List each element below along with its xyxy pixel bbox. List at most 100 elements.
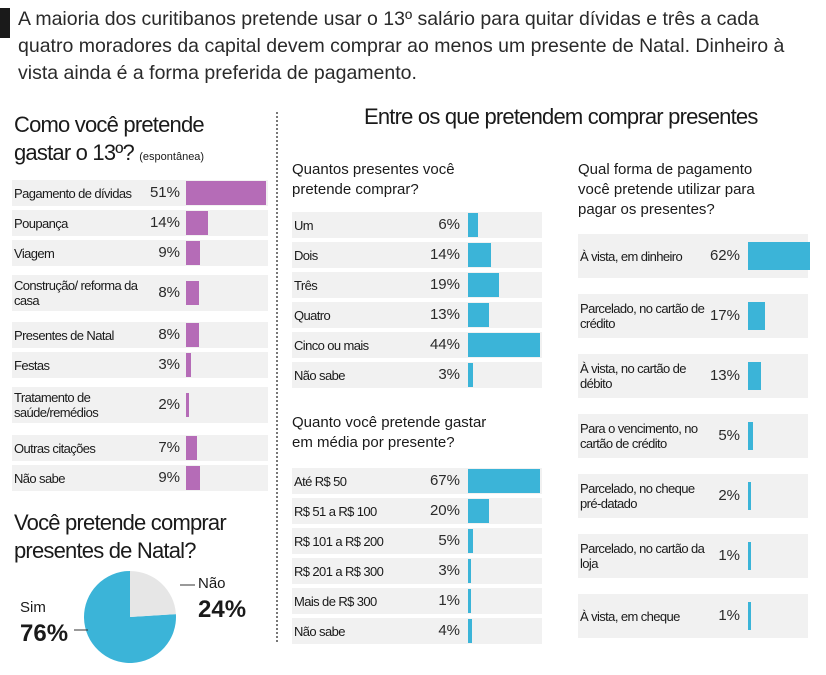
- avg-value-label: 20%: [429, 502, 460, 519]
- pay-bar: [748, 242, 810, 270]
- spend-category-label: Não sabe: [14, 470, 65, 486]
- spend-bar: [186, 393, 190, 417]
- avg-value-label: 4%: [438, 622, 460, 639]
- spend-category-label: Pagamento de dívidas: [14, 185, 132, 201]
- avg-category-label: R$ 101 a R$ 200: [294, 533, 384, 549]
- pay-bar: [748, 482, 751, 510]
- pay-row-bg: [578, 294, 808, 338]
- pay-bar: [748, 362, 761, 390]
- pay-bar: [748, 602, 751, 630]
- avg-value-label: 5%: [438, 532, 460, 549]
- pay-row-bg: [578, 534, 808, 578]
- avg-category-label: Até R$ 50: [294, 473, 347, 489]
- spend-value-label: 2%: [158, 396, 180, 413]
- avg-bar: [468, 529, 474, 553]
- spend-category-label: Poupança: [14, 215, 68, 231]
- spend-row-bg: [12, 435, 268, 461]
- spend-value-label: 9%: [158, 469, 180, 486]
- spend-title-line2: gastar o 13º? (espontânea): [14, 140, 204, 170]
- spend-row-bg: [12, 322, 268, 348]
- pay-category-label: Parcelado, no cheque pré-datado: [580, 481, 695, 511]
- count-title-line2: pretende comprar?: [292, 181, 419, 198]
- avg-bar: [468, 589, 471, 613]
- pay-category-label: À vista, em cheque: [580, 608, 680, 624]
- count-value-label: 44%: [429, 336, 460, 353]
- avg-row-bg: [292, 498, 542, 524]
- count-bar: [468, 213, 478, 237]
- spend-row-bg: [12, 352, 268, 378]
- avg-category-label: Mais de R$ 300: [294, 593, 377, 609]
- pie-slice-nao: [130, 571, 176, 617]
- spend-title-text: gastar o 13º?: [14, 140, 135, 165]
- avg-row-bg: [292, 528, 542, 554]
- pay-value-label: 5%: [718, 427, 740, 444]
- spend-value-label: 7%: [158, 439, 180, 456]
- pay-category-label: À vista, no cartão de débito: [580, 361, 687, 391]
- spend-bar: [186, 281, 199, 305]
- count-row-bg: [292, 242, 542, 268]
- pay-row-bg: [578, 594, 808, 638]
- spend-category-label: Festas: [14, 357, 50, 373]
- spend-row-bg: [12, 465, 268, 491]
- spend-value-label: 3%: [158, 356, 180, 373]
- count-row-bg: [292, 272, 542, 298]
- pie-value-nao: 24%: [198, 596, 246, 623]
- spend-category-label: Tratamento de saúde/remédios: [14, 390, 99, 420]
- avg-title-line1: Quanto você pretende gastar: [292, 414, 487, 431]
- avg-bar: [468, 499, 490, 523]
- pay-value-label: 1%: [718, 607, 740, 624]
- spend-bar: [186, 211, 208, 235]
- spend-bar: [186, 466, 201, 490]
- spend-bar: [186, 353, 191, 377]
- avg-row-bg: [292, 558, 542, 584]
- spend-value-label: 8%: [158, 326, 180, 343]
- count-row-bg: [292, 302, 542, 328]
- spend-value-label: 8%: [158, 284, 180, 301]
- count-value-label: 6%: [438, 216, 460, 233]
- avg-bar: [468, 619, 473, 643]
- pay-value-label: 1%: [718, 547, 740, 564]
- avg-title-line2: em média por presente?: [292, 434, 455, 451]
- count-bar: [468, 333, 540, 357]
- count-category-label: Não sabe: [294, 367, 345, 383]
- spend-row-bg: [12, 240, 268, 266]
- pay-row-bg: [578, 474, 808, 518]
- avg-category-label: Não sabe: [294, 623, 345, 639]
- right-section-header: Entre os que pretendem comprar presentes: [364, 104, 758, 129]
- pay-category-label: Parcelado, no cartão de crédito: [580, 301, 705, 331]
- count-value-label: 19%: [429, 276, 460, 293]
- pay-row-bg: [578, 354, 808, 398]
- pay-bar: [748, 302, 765, 330]
- spend-value-label: 51%: [149, 184, 180, 201]
- pay-category-label: À vista, em dinheiro: [580, 248, 683, 264]
- gift-pie-chart: Sim 76% Não 24%: [20, 571, 246, 663]
- avg-value-label: 67%: [429, 472, 460, 489]
- pay-title-line2: você pretende utilizar para: [578, 181, 755, 198]
- count-value-label: 14%: [429, 246, 460, 263]
- spend-value-label: 14%: [149, 214, 180, 231]
- pie-label-nao: Não: [198, 575, 226, 592]
- count-value-label: 13%: [429, 306, 460, 323]
- count-row-bg: [292, 362, 542, 388]
- count-row-bg: [292, 212, 542, 238]
- avg-category-label: R$ 51 a R$ 100: [294, 503, 377, 519]
- pay-title-line1: Qual forma de pagamento: [578, 161, 753, 178]
- spend-category-label: Construção/ reforma da casa: [14, 278, 138, 308]
- spend-bar: [186, 181, 266, 205]
- avg-category-label: R$ 201 a R$ 300: [294, 563, 384, 579]
- pay-value-label: 2%: [718, 487, 740, 504]
- pay-title-line3: pagar os presentes?: [578, 201, 715, 218]
- spend-row-bg: [12, 275, 268, 311]
- avg-row-bg: [292, 618, 542, 644]
- count-category-label: Cinco ou mais: [294, 337, 369, 353]
- pie-title-line2: presentes de Natal?: [14, 538, 197, 563]
- spend-row-bg: [12, 210, 268, 236]
- avg-row-bg: [292, 588, 542, 614]
- spend-category-label: Viagem: [14, 245, 55, 261]
- avg-value-label: 1%: [438, 592, 460, 609]
- column-divider: [276, 112, 278, 642]
- pay-bar: [748, 422, 753, 450]
- avg-value-label: 3%: [438, 562, 460, 579]
- pay-value-label: 13%: [709, 367, 740, 384]
- count-value-label: 3%: [438, 366, 460, 383]
